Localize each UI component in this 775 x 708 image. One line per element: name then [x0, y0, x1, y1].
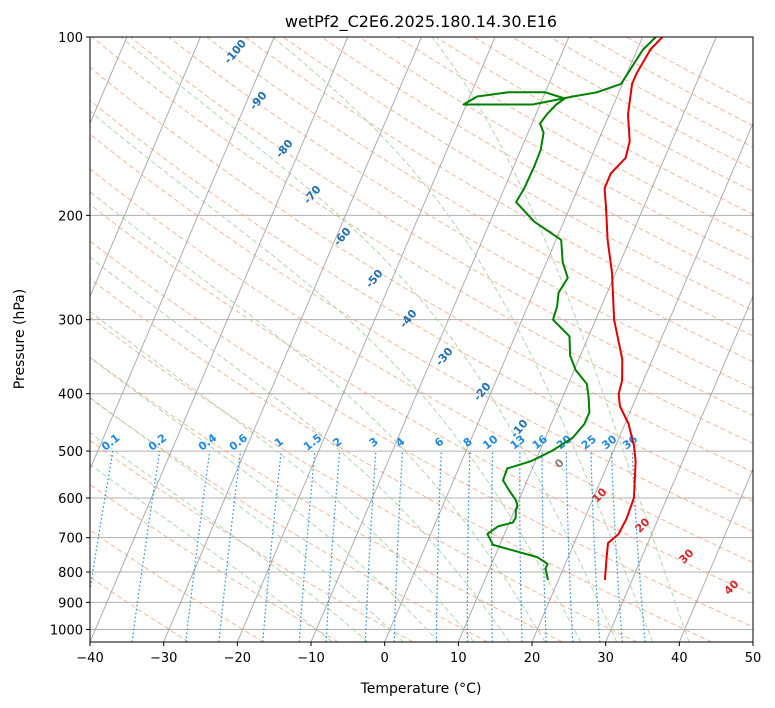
- y-tick-label: 600: [58, 492, 83, 507]
- x-tick-label: −20: [224, 651, 251, 666]
- y-tick-label: 800: [58, 566, 83, 581]
- isotherm-line: [90, 37, 201, 298]
- dry-adiabat-line: [359, 37, 753, 262]
- dry-adiabat-line: [90, 529, 264, 642]
- y-axis: 100 200 300 400 500 600 700 800 900 1000: [50, 31, 90, 638]
- isotherm-line: [752, 640, 753, 642]
- isotherm-line: [678, 467, 753, 642]
- mixing-ratio-line: [218, 451, 242, 642]
- isotherm-line: [605, 295, 753, 642]
- x-tick-label: −30: [150, 651, 177, 666]
- temperature-line: [603, 37, 664, 580]
- moist-adiabat-line: [120, 37, 618, 642]
- y-tick-label: 1000: [50, 623, 83, 638]
- dry-adiabat-line: [320, 37, 753, 287]
- x-tick-label: 50: [745, 651, 762, 666]
- isotherm-line: [163, 37, 422, 642]
- mixing-ratio-line: [131, 451, 161, 642]
- dry-adiabat-line: [244, 37, 753, 337]
- x-tick-label: −10: [297, 651, 324, 666]
- dry-adiabat-line: [90, 203, 753, 595]
- x-tick-label: 30: [597, 651, 614, 666]
- isotherm-line: [90, 37, 349, 642]
- y-tick-label: 900: [58, 596, 83, 611]
- dry-adiabat-line: [130, 37, 753, 417]
- y-tick-label: 300: [58, 314, 83, 329]
- moist-adiabat-line: [90, 356, 439, 642]
- plot-frame: [89, 36, 754, 643]
- background-lines: [90, 37, 753, 642]
- dry-adiabat-line: [473, 37, 753, 192]
- plot-background: [90, 37, 753, 642]
- x-axis: −40 −30 −20 −10 0 10 20 30 40 50: [76, 642, 761, 666]
- dry-adiabat-line: [90, 240, 753, 628]
- dry-adiabat-line: [206, 37, 753, 363]
- mixing-ratio-line: [262, 451, 282, 642]
- dry-adiabat-line: [90, 66, 753, 473]
- y-tick-label: 400: [58, 388, 83, 403]
- moist-adiabat-line: [431, 37, 690, 642]
- moist-adiabat-line: [90, 110, 582, 642]
- series-lines: [462, 37, 664, 581]
- isotherm-line: [236, 37, 496, 642]
- moist-adiabat-line: [272, 37, 654, 642]
- x-tick-label: 10: [450, 651, 467, 666]
- isotherm-line: [457, 37, 717, 642]
- moist-adiabat-line: [90, 256, 510, 642]
- moist-adiabat-line: [90, 310, 475, 642]
- x-tick-label: −40: [76, 651, 103, 666]
- y-tick-label: 700: [58, 532, 83, 547]
- x-tick-label: 0: [381, 651, 389, 666]
- moist-adiabat-line: [90, 463, 333, 642]
- moist-adiabat-line: [90, 191, 546, 642]
- isotherm-line: [310, 37, 570, 642]
- mixing-ratio-line: [298, 451, 316, 642]
- dry-adiabat-line: [90, 133, 753, 533]
- dry-adiabat-line: [90, 168, 753, 563]
- chart-title: wetPf2_C2E6.2025.180.14.30.E16: [285, 12, 557, 32]
- x-tick-label: 40: [671, 651, 688, 666]
- isotherm-line: [531, 122, 753, 642]
- isotherm-line: [384, 37, 643, 642]
- y-axis-title: Pressure (hPa): [12, 289, 28, 389]
- dry-adiabat-line: [511, 37, 753, 170]
- y-tick-label: 200: [58, 209, 83, 224]
- dewpoint-line: [462, 37, 657, 581]
- x-axis-title: Temperature (°C): [360, 681, 482, 697]
- y-tick-label: 500: [58, 445, 83, 460]
- moist-adiabat-line: [90, 431, 369, 642]
- y-tick-label: 100: [58, 31, 83, 46]
- dry-adiabat-line: [90, 483, 339, 642]
- isotherm-line: [90, 37, 275, 471]
- mixing-ratio-line: [185, 451, 211, 642]
- dry-adiabat-line: [90, 278, 712, 642]
- x-tick-label: 20: [524, 651, 541, 666]
